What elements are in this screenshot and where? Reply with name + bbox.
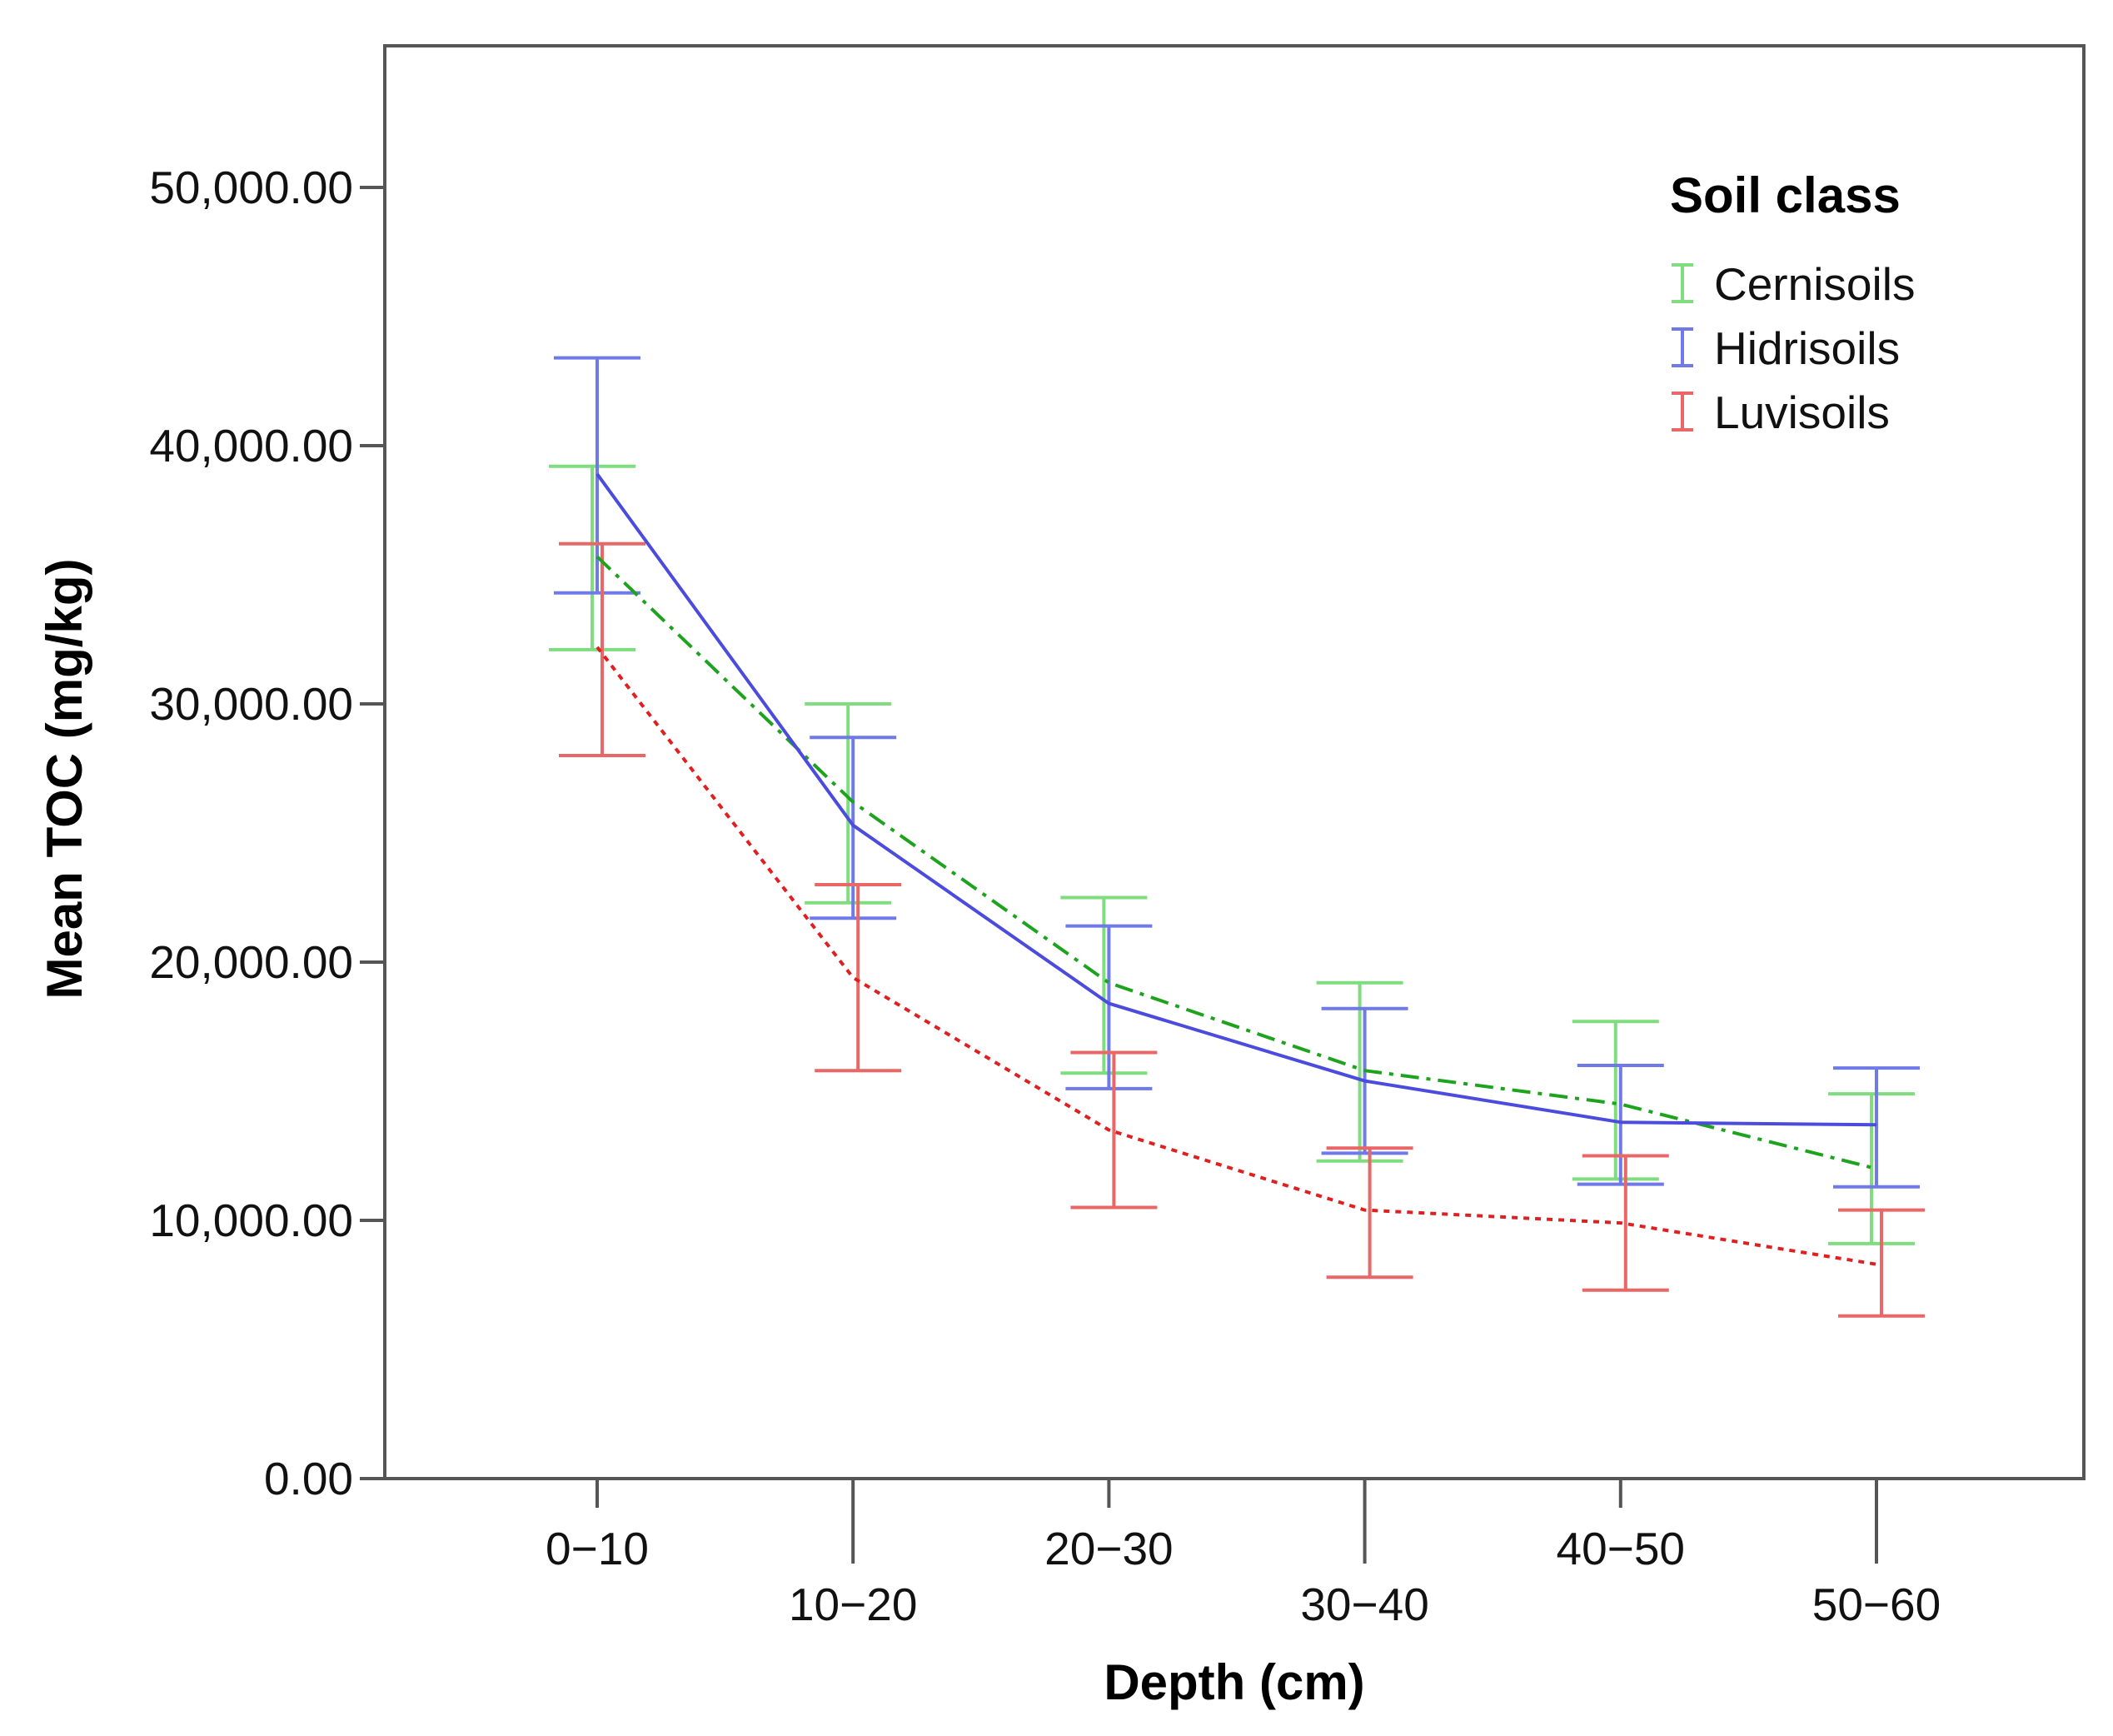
y-tick-label: 30,000.00	[149, 678, 353, 730]
error-bar-cernisoils	[1060, 895, 1148, 1075]
y-axis-title: Mean TOC (mg/kg)	[37, 559, 92, 1000]
x-tick-label: 0−10	[546, 1523, 649, 1574]
series-line-luvisoils	[596, 646, 1877, 1266]
y-tick-label: 20,000.00	[149, 936, 353, 988]
error-bar-luvisoils	[1326, 1146, 1413, 1280]
legend-item-cernisoils: Cernisoils	[1672, 258, 1915, 310]
series-lines	[596, 472, 1877, 1266]
legend: Soil class Cernisoils Hidrisoils Luvisoils	[1670, 167, 1915, 438]
series-line-hidrisoils	[596, 472, 1877, 1127]
error-bar-hidrisoils	[1833, 1066, 1920, 1189]
error-bar-luvisoils	[1838, 1208, 1925, 1318]
error-bar-hidrisoils	[1577, 1064, 1664, 1186]
error-bars	[549, 356, 1925, 1318]
y-tick-label: 50,000.00	[149, 162, 353, 213]
y-axis: 0.00 10,000.00 20,000.00 30,000.00 40,000.00…	[149, 162, 385, 1504]
x-tick-label: 20−30	[1044, 1523, 1173, 1574]
error-bar-cernisoils	[805, 702, 892, 905]
error-bar-luvisoils	[1070, 1050, 1158, 1210]
x-tick-label: 40−50	[1557, 1523, 1685, 1574]
error-bar-cernisoils	[549, 464, 635, 651]
legend-label: Hidrisoils	[1714, 322, 1900, 374]
error-bar-luvisoils	[815, 883, 902, 1073]
y-tick-label: 10,000.00	[149, 1195, 353, 1246]
error-bar-cernisoils	[1828, 1092, 1915, 1245]
x-tick-label: 10−20	[789, 1579, 917, 1630]
x-axis-title: Depth (cm)	[1104, 1654, 1364, 1710]
x-axis: 0−10 10−20 20−30 30−40 40−50 50−60	[546, 1479, 1941, 1630]
legend-item-hidrisoils: Hidrisoils	[1672, 322, 1900, 374]
x-tick-label: 30−40	[1300, 1579, 1428, 1630]
x-tick-label: 50−60	[1812, 1579, 1941, 1630]
plot-frame	[383, 44, 2086, 1480]
legend-label: Luvisoils	[1714, 387, 1890, 438]
error-bar-hidrisoils	[810, 736, 897, 920]
error-bar-luvisoils	[559, 541, 645, 757]
error-bar-cernisoils	[1572, 1020, 1659, 1181]
error-bar-hidrisoils	[1065, 924, 1153, 1090]
y-tick-label: 40,000.00	[149, 420, 353, 471]
series-line-cernisoils	[596, 555, 1877, 1170]
error-bar-cernisoils	[1316, 980, 1403, 1163]
legend-item-luvisoils: Luvisoils	[1672, 387, 1890, 438]
error-bar-luvisoils	[1582, 1154, 1669, 1292]
legend-label: Cernisoils	[1714, 258, 1915, 310]
legend-title: Soil class	[1670, 167, 1901, 223]
y-tick-label: 0.00	[264, 1453, 353, 1504]
